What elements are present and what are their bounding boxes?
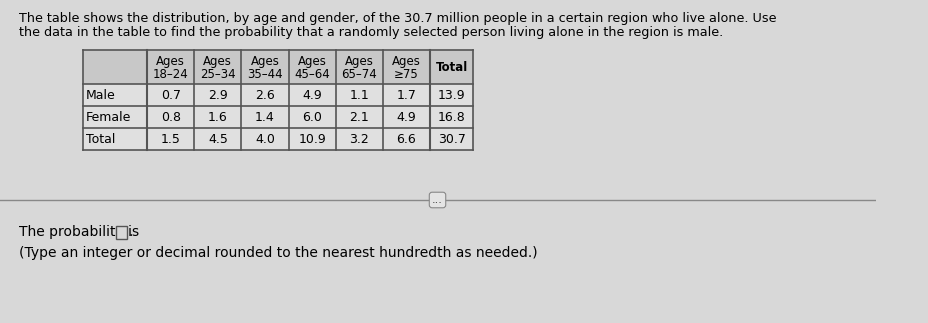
Text: 3.2: 3.2: [349, 132, 368, 145]
Text: ≥75: ≥75: [393, 68, 419, 81]
Text: 2.9: 2.9: [208, 89, 227, 101]
Text: .: .: [128, 225, 133, 239]
Text: ...: ...: [432, 195, 443, 205]
Text: 6.0: 6.0: [302, 110, 322, 123]
Text: 4.0: 4.0: [255, 132, 275, 145]
Text: 6.6: 6.6: [396, 132, 416, 145]
Bar: [116, 226, 127, 239]
Text: Ages: Ages: [297, 55, 327, 68]
Text: 4.9: 4.9: [302, 89, 322, 101]
Bar: [83, 84, 473, 150]
Text: Ages: Ages: [203, 55, 232, 68]
Text: 2.1: 2.1: [349, 110, 368, 123]
Text: 1.4: 1.4: [255, 110, 275, 123]
Text: 16.8: 16.8: [437, 110, 465, 123]
Text: 30.7: 30.7: [437, 132, 465, 145]
Text: Ages: Ages: [392, 55, 420, 68]
Text: (Type an integer or decimal rounded to the nearest hundredth as needed.): (Type an integer or decimal rounded to t…: [19, 246, 537, 260]
Text: Male: Male: [85, 89, 115, 101]
Text: 45–64: 45–64: [294, 68, 329, 81]
Text: The table shows the distribution, by age and gender, of the 30.7 million people : The table shows the distribution, by age…: [19, 12, 776, 25]
Text: the data in the table to find the probability that a randomly selected person li: the data in the table to find the probab…: [19, 26, 722, 39]
Bar: [83, 50, 473, 84]
Text: Total: Total: [85, 132, 115, 145]
Text: 65–74: 65–74: [341, 68, 377, 81]
Text: 0.7: 0.7: [161, 89, 180, 101]
Text: 4.9: 4.9: [396, 110, 416, 123]
Text: Ages: Ages: [344, 55, 373, 68]
Text: 0.8: 0.8: [161, 110, 180, 123]
Text: 35–44: 35–44: [247, 68, 282, 81]
Text: Ages: Ages: [251, 55, 279, 68]
Text: 10.9: 10.9: [298, 132, 326, 145]
Text: 1.5: 1.5: [161, 132, 180, 145]
Text: 25–34: 25–34: [200, 68, 236, 81]
Text: Ages: Ages: [156, 55, 185, 68]
Text: 18–24: 18–24: [152, 68, 188, 81]
Text: Female: Female: [85, 110, 131, 123]
Text: 1.1: 1.1: [349, 89, 368, 101]
Text: 1.7: 1.7: [396, 89, 416, 101]
Text: 13.9: 13.9: [437, 89, 465, 101]
Text: Total: Total: [435, 60, 468, 74]
Text: 2.6: 2.6: [255, 89, 275, 101]
Text: The probability is: The probability is: [19, 225, 143, 239]
Text: 1.6: 1.6: [208, 110, 227, 123]
Text: 4.5: 4.5: [208, 132, 227, 145]
